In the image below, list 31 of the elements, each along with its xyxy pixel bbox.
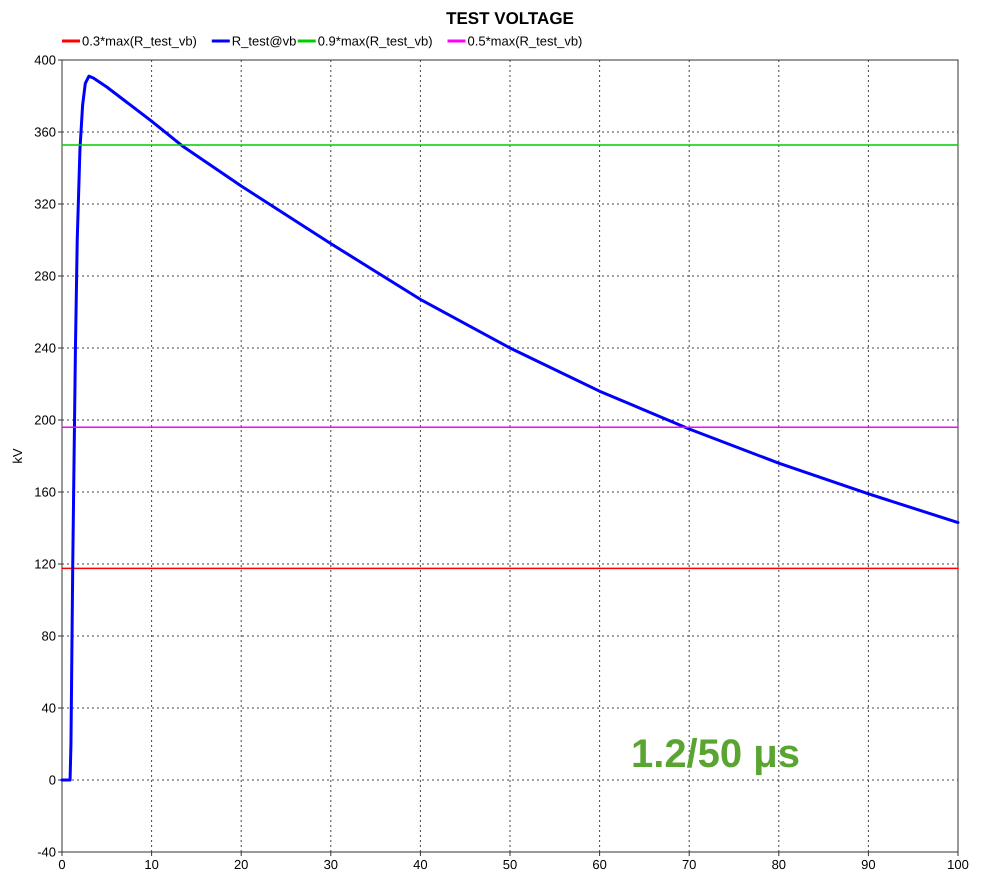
y-tick-label: 160 (34, 484, 56, 500)
x-tick-label: 30 (324, 857, 338, 872)
legend-label: 0.3*max(R_test_vb) (82, 34, 197, 48)
y-tick-label: 80 (42, 628, 56, 644)
legend-label: 0.9*max(R_test_vb) (318, 34, 433, 48)
x-tick-label: 20 (234, 857, 248, 872)
x-tick-label: 80 (772, 857, 786, 872)
y-axis-title: kV (10, 448, 25, 464)
y-tick-label: 280 (34, 268, 56, 284)
legend-label: 0.5*max(R_test_vb) (468, 34, 582, 48)
legend-label: R_test@vb (232, 34, 296, 48)
x-tick-label: 100 (947, 857, 969, 872)
y-tick-label: 400 (34, 52, 56, 68)
x-tick-label: 90 (861, 857, 876, 872)
y-tick-label: -40 (37, 844, 56, 860)
y-tick-label: 240 (34, 340, 56, 356)
chart-title: TEST VOLTAGE (446, 9, 574, 28)
y-tick-label: 200 (34, 412, 56, 428)
y-tick-label: 120 (34, 556, 56, 572)
x-tick-label: 40 (413, 857, 428, 872)
y-tick-label: 360 (34, 124, 56, 140)
annotation: 1.2/50 μs (630, 732, 800, 776)
x-tick-label: 60 (592, 857, 607, 872)
y-tick-label: 0 (48, 772, 56, 788)
y-tick-label: 320 (34, 196, 56, 212)
line-series (60, 74, 960, 782)
x-tick-label: 10 (144, 857, 159, 872)
x-tick-label: 50 (502, 857, 518, 872)
y-tick-label: 40 (42, 700, 56, 716)
x-tick-label: 0 (58, 857, 66, 872)
x-tick-label: 70 (682, 857, 696, 872)
